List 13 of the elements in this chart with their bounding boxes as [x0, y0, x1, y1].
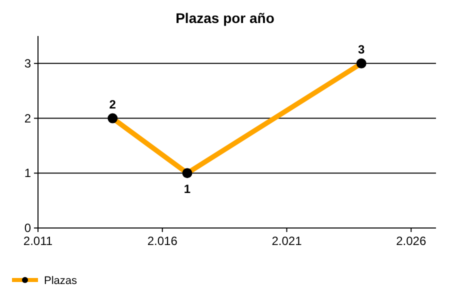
- y-tick-label: 1: [24, 166, 32, 180]
- x-tick-label: 2.026: [396, 234, 426, 248]
- x-tick-label: 2.021: [272, 234, 302, 248]
- data-label: 2: [109, 97, 116, 112]
- x-tick-label: 2.016: [147, 234, 178, 248]
- y-tick-label: 2: [24, 111, 32, 126]
- y-tick-label: 0: [24, 221, 32, 235]
- data-label: 3: [358, 42, 366, 56]
- data-label: 1: [184, 182, 191, 196]
- chart-title: Plazas por año: [176, 10, 274, 26]
- x-tick-label: 2.011: [23, 234, 53, 248]
- y-tick-label: 3: [24, 56, 32, 70]
- legend-label: Plazas: [44, 275, 78, 287]
